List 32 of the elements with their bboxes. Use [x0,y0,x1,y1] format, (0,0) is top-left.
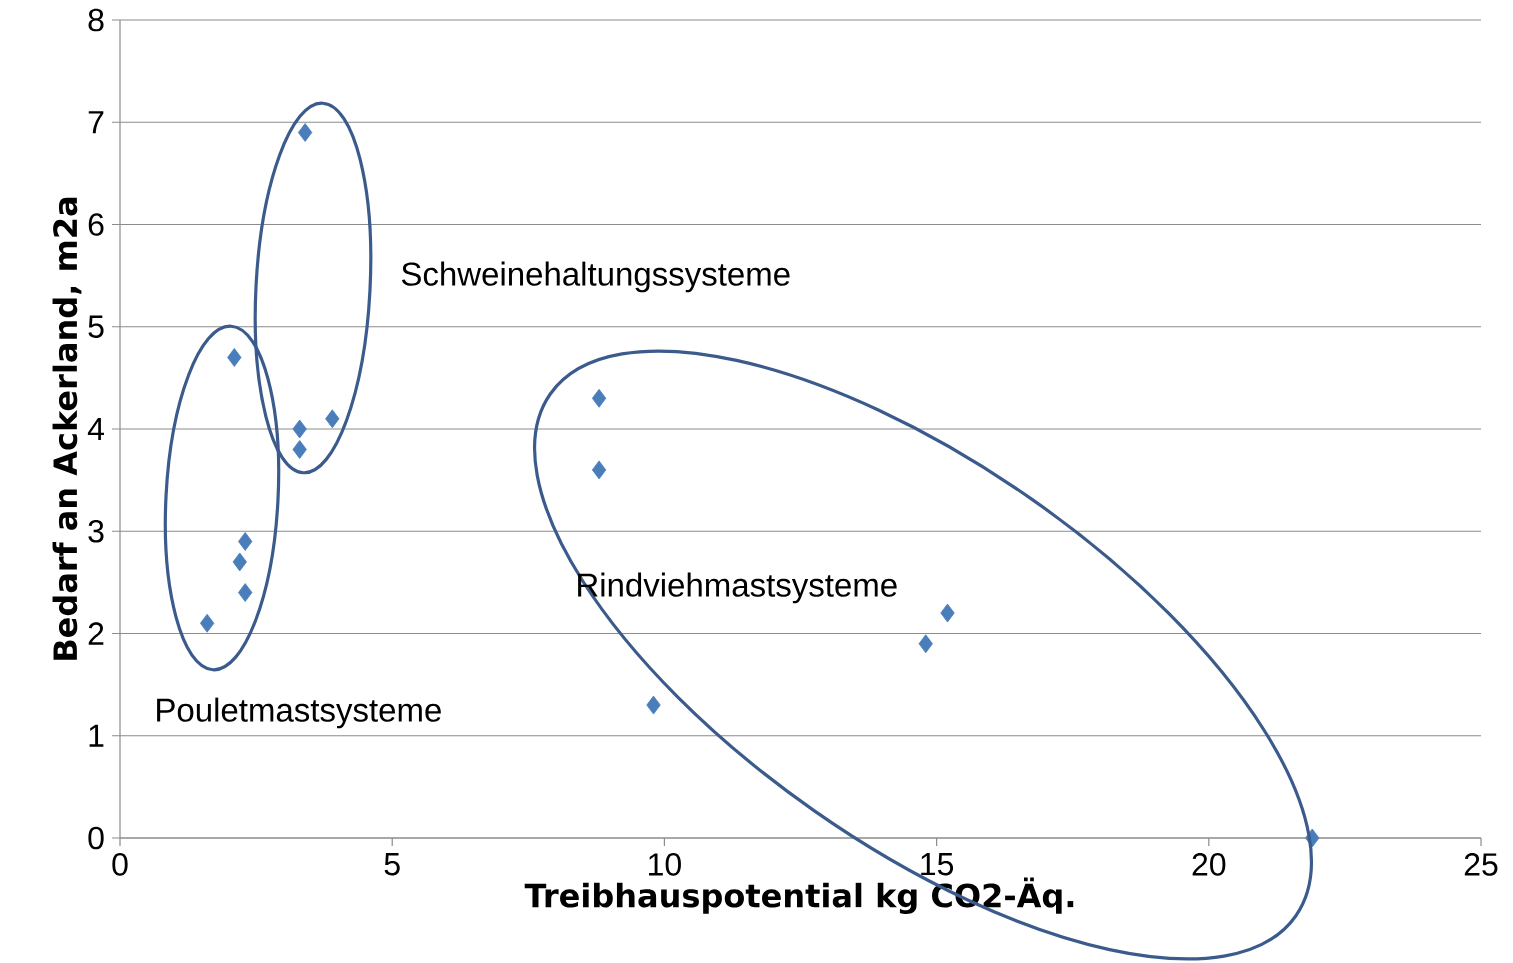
y-tick-label: 5 [88,315,104,338]
point [646,695,661,715]
point [292,440,307,459]
point [325,409,340,429]
point [199,613,215,633]
point [238,532,253,551]
x-tick-label: 0 [112,853,128,876]
point [940,603,955,623]
y-tick-label: 2 [88,622,104,645]
annotation: Schweinehaltungssysteme [401,261,790,293]
y-tick-label: 1 [89,724,104,747]
point [292,419,307,439]
y-tick-label: 4 [87,417,104,440]
y-tick-label: 0 [88,826,104,850]
point [232,552,247,572]
point [227,348,242,367]
y-tick-label: 8 [88,8,104,32]
point [591,388,607,408]
x-tick-label: 5 [384,853,400,876]
point [591,460,607,480]
y-tick-label: 6 [88,213,104,236]
x-tick-label: 25 [1464,853,1498,876]
y-axis-title: Bedarf an Ackerland, m2a [52,197,82,660]
x-tick-label: 15 [921,853,954,876]
point [238,583,253,602]
x-tick-label: 10 [649,853,681,876]
point [918,634,933,654]
point [297,123,313,142]
x-tick-label: 20 [1192,853,1226,876]
y-tick-label: 3 [88,519,104,543]
annotation: Pouletmastsysteme [157,697,441,729]
y-tick-label: 7 [88,111,104,134]
